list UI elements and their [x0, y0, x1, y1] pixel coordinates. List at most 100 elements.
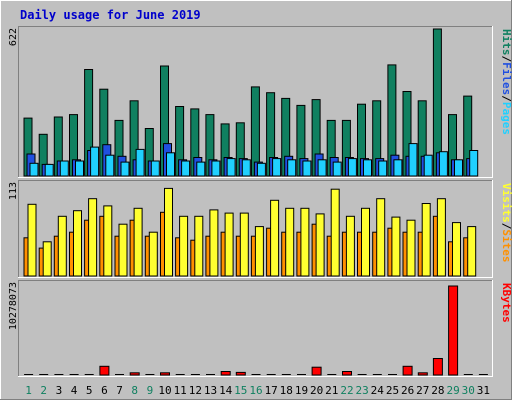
middle-legend-separator: / [500, 223, 512, 230]
bottom-bar-kbytes-day-23 [357, 374, 367, 375]
top-bar-pages-day-22 [347, 158, 357, 177]
bottom-bar-kbytes-day-26 [402, 365, 413, 376]
middle-bar-sites-day-25 [391, 216, 401, 277]
middle-bar-sites-day-14 [224, 212, 234, 277]
day-label-18: 18 [280, 384, 293, 397]
top-legend-separator: / [500, 56, 512, 63]
day-label-9: 9 [147, 384, 154, 397]
bottom-bar-kbytes-day-7 [115, 374, 124, 375]
top-bar-pages-day-24 [378, 160, 388, 177]
day-label-17: 17 [265, 384, 278, 397]
bottom-bar-kbytes-day-29 [448, 285, 459, 376]
day-label-15: 15 [234, 384, 247, 397]
bottom-bar-kbytes-day-13 [206, 374, 215, 375]
middle-legend-visits: Visits [500, 183, 512, 223]
day-label-19: 19 [295, 384, 308, 397]
middle-bar-sites-day-15 [239, 212, 249, 277]
top-bar-pages-day-1 [29, 162, 39, 177]
day-label-27: 27 [416, 384, 429, 397]
top-bar-pages-day-29 [454, 159, 463, 177]
top-bar-pages-day-18 [287, 159, 297, 177]
top-bar-pages-day-12 [196, 161, 206, 177]
middle-bar-sites-day-24 [376, 198, 386, 277]
middle-bar-sites-day-16 [254, 226, 264, 277]
top-bar-pages-day-16 [256, 162, 266, 177]
middle-bar-sites-day-26 [406, 219, 416, 277]
top-bar-pages-day-5 [90, 146, 100, 177]
top-bar-pages-day-26 [408, 143, 418, 177]
top-bar-pages-day-25 [393, 159, 403, 177]
middle-bar-sites-day-19 [300, 207, 310, 277]
day-label-31: 31 [477, 384, 490, 397]
bottom-bar-kbytes-day-31 [478, 374, 488, 375]
middle-bar-sites-day-9 [148, 231, 158, 277]
top-bar-pages-day-7 [120, 161, 130, 177]
bottom-max-label: 10278073 [8, 282, 19, 330]
middle-bar-sites-day-21 [330, 188, 340, 277]
middle-bar-sites-day-4 [73, 210, 82, 277]
bottom-panel-frame [18, 280, 493, 377]
bottom-bar-kbytes-day-27 [417, 372, 428, 376]
top-bar-pages-day-6 [105, 154, 115, 177]
day-label-11: 11 [174, 384, 187, 397]
bottom-bar-kbytes-day-10 [160, 372, 170, 376]
top-max-label: 622 [8, 28, 19, 46]
bottom-bar-kbytes-day-25 [388, 374, 397, 375]
bottom-bar-kbytes-day-30 [463, 374, 473, 375]
day-label-23: 23 [355, 384, 368, 397]
day-label-28: 28 [431, 384, 444, 397]
top-legend-separator: / [500, 95, 512, 102]
top-bar-pages-day-21 [332, 161, 342, 177]
day-label-20: 20 [310, 384, 323, 397]
day-label-16: 16 [249, 384, 262, 397]
top-bar-pages-day-28 [438, 151, 448, 177]
bottom-bar-kbytes-day-1 [24, 374, 34, 375]
x-axis-day-labels: 1 2 3 4 5 6 7 8 9 10 11 12 13 14 15 16 17 18 19 20 21 22 23 24 2… [25, 384, 490, 397]
top-bar-pages-day-30 [469, 150, 479, 177]
day-label-1: 1 [25, 384, 32, 397]
day-label-2: 2 [40, 384, 47, 397]
bottom-bar-kbytes-day-17 [266, 374, 276, 375]
day-label-8: 8 [131, 384, 138, 397]
top-legend-pages: Pages [500, 102, 512, 135]
top-bar-pages-day-14 [226, 158, 236, 177]
top-bar-pages-day-10 [166, 152, 175, 177]
bottom-bar-kbytes-day-14 [220, 371, 231, 376]
day-label-3: 3 [56, 384, 63, 397]
top-bar-pages-day-13 [211, 160, 221, 177]
bottom-legend-kbytes: KBytes [500, 283, 512, 323]
top-bar-pages-day-8 [135, 148, 145, 177]
day-label-30: 30 [462, 384, 475, 397]
middle-bar-sites-day-3 [57, 215, 67, 277]
day-label-21: 21 [325, 384, 338, 397]
day-label-26: 26 [401, 384, 414, 397]
day-label-7: 7 [116, 384, 123, 397]
day-label-25: 25 [386, 384, 399, 397]
bottom-bar-kbytes-day-5 [84, 374, 94, 375]
bottom-bar-kbytes-day-4 [69, 374, 79, 375]
middle-bar-sites-day-7 [118, 223, 128, 277]
bottom-bar-kbytes-day-28 [432, 358, 443, 376]
middle-bar-sites-day-5 [88, 198, 98, 277]
middle-bar-sites-day-22 [345, 215, 355, 277]
bottom-legend: KBytes [500, 283, 512, 323]
middle-legend-sites: Sites [500, 229, 512, 262]
bottom-bar-kbytes-day-9 [145, 374, 155, 375]
middle-bar-sites-day-1 [27, 203, 37, 277]
top-bar-pages-day-11 [181, 160, 191, 177]
bottom-bar-kbytes-day-2 [39, 374, 49, 375]
middle-bar-sites-day-6 [103, 205, 113, 277]
bottom-bar-kbytes-day-22 [342, 371, 352, 376]
top-bar-pages-day-23 [363, 159, 372, 177]
top-bar-pages-day-3 [59, 160, 69, 177]
middle-bar-sites-day-28 [436, 198, 446, 277]
bottom-bar-kbytes-day-24 [372, 374, 382, 375]
day-label-5: 5 [86, 384, 93, 397]
day-label-6: 6 [101, 384, 108, 397]
bottom-bar-kbytes-day-15 [235, 371, 246, 376]
day-label-14: 14 [219, 384, 233, 397]
top-bar-pages-day-15 [241, 159, 251, 177]
middle-bar-sites-day-10 [164, 187, 173, 277]
middle-bar-sites-day-12 [194, 215, 204, 277]
